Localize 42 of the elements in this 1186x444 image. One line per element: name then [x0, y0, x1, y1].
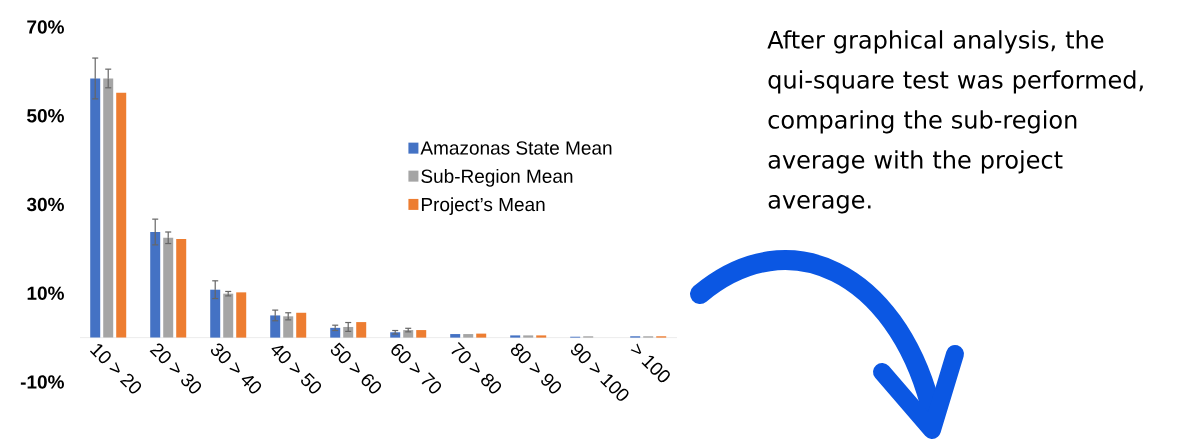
- bar: [343, 326, 354, 338]
- x-tick-label: 90 > 100: [570, 343, 629, 401]
- bar: [296, 312, 307, 338]
- x-tick-label: 50 > 60: [330, 342, 382, 394]
- bar: [116, 92, 127, 338]
- x-tick-label: 60 > 70: [391, 343, 442, 394]
- bar: [210, 289, 221, 338]
- bar: [223, 293, 234, 338]
- x-tick-label: 80 > 90: [510, 343, 562, 394]
- bar: [523, 335, 534, 338]
- bar: [90, 78, 101, 338]
- bar: [283, 316, 294, 338]
- x-tick-label: 40 > 50: [271, 345, 322, 394]
- text: After graphical analysis, the qui-square test was performed, comparing the sub-region average with the project average.: [767, 30, 1143, 214]
- y-tick-label: 30%: [26, 197, 64, 212]
- legend-label: Sub-Region Mean: [421, 169, 573, 187]
- bar: [416, 330, 427, 338]
- bar: [510, 335, 521, 338]
- y-tick-label: 50%: [27, 109, 64, 123]
- bar: [270, 315, 281, 338]
- x-tick-label: 10 > 20: [89, 344, 142, 394]
- bar: [176, 239, 187, 338]
- x-tick-label: > 100: [630, 343, 670, 383]
- y-tick-label: -10%: [20, 375, 64, 389]
- bar: [536, 335, 547, 338]
- bar: [463, 334, 474, 338]
- bar: [356, 322, 367, 338]
- bar: [150, 232, 161, 338]
- bar: [403, 330, 414, 338]
- bar: [450, 334, 461, 338]
- y-tick-label: 70%: [27, 20, 64, 34]
- x-tick-label: 30 > 40: [210, 343, 262, 394]
- bar: [163, 237, 174, 338]
- y-tick-label: 10%: [27, 286, 64, 300]
- bar: [103, 78, 114, 338]
- legend-label: Project’s Mean: [421, 197, 545, 215]
- legend-label: Amazonas State Mean: [420, 141, 612, 155]
- x-tick-label: 20 > 30: [149, 343, 202, 394]
- bar: [476, 333, 487, 338]
- bar: [236, 292, 247, 338]
- x-tick-label: 70 > 80: [451, 342, 502, 394]
- bar: [330, 327, 341, 338]
